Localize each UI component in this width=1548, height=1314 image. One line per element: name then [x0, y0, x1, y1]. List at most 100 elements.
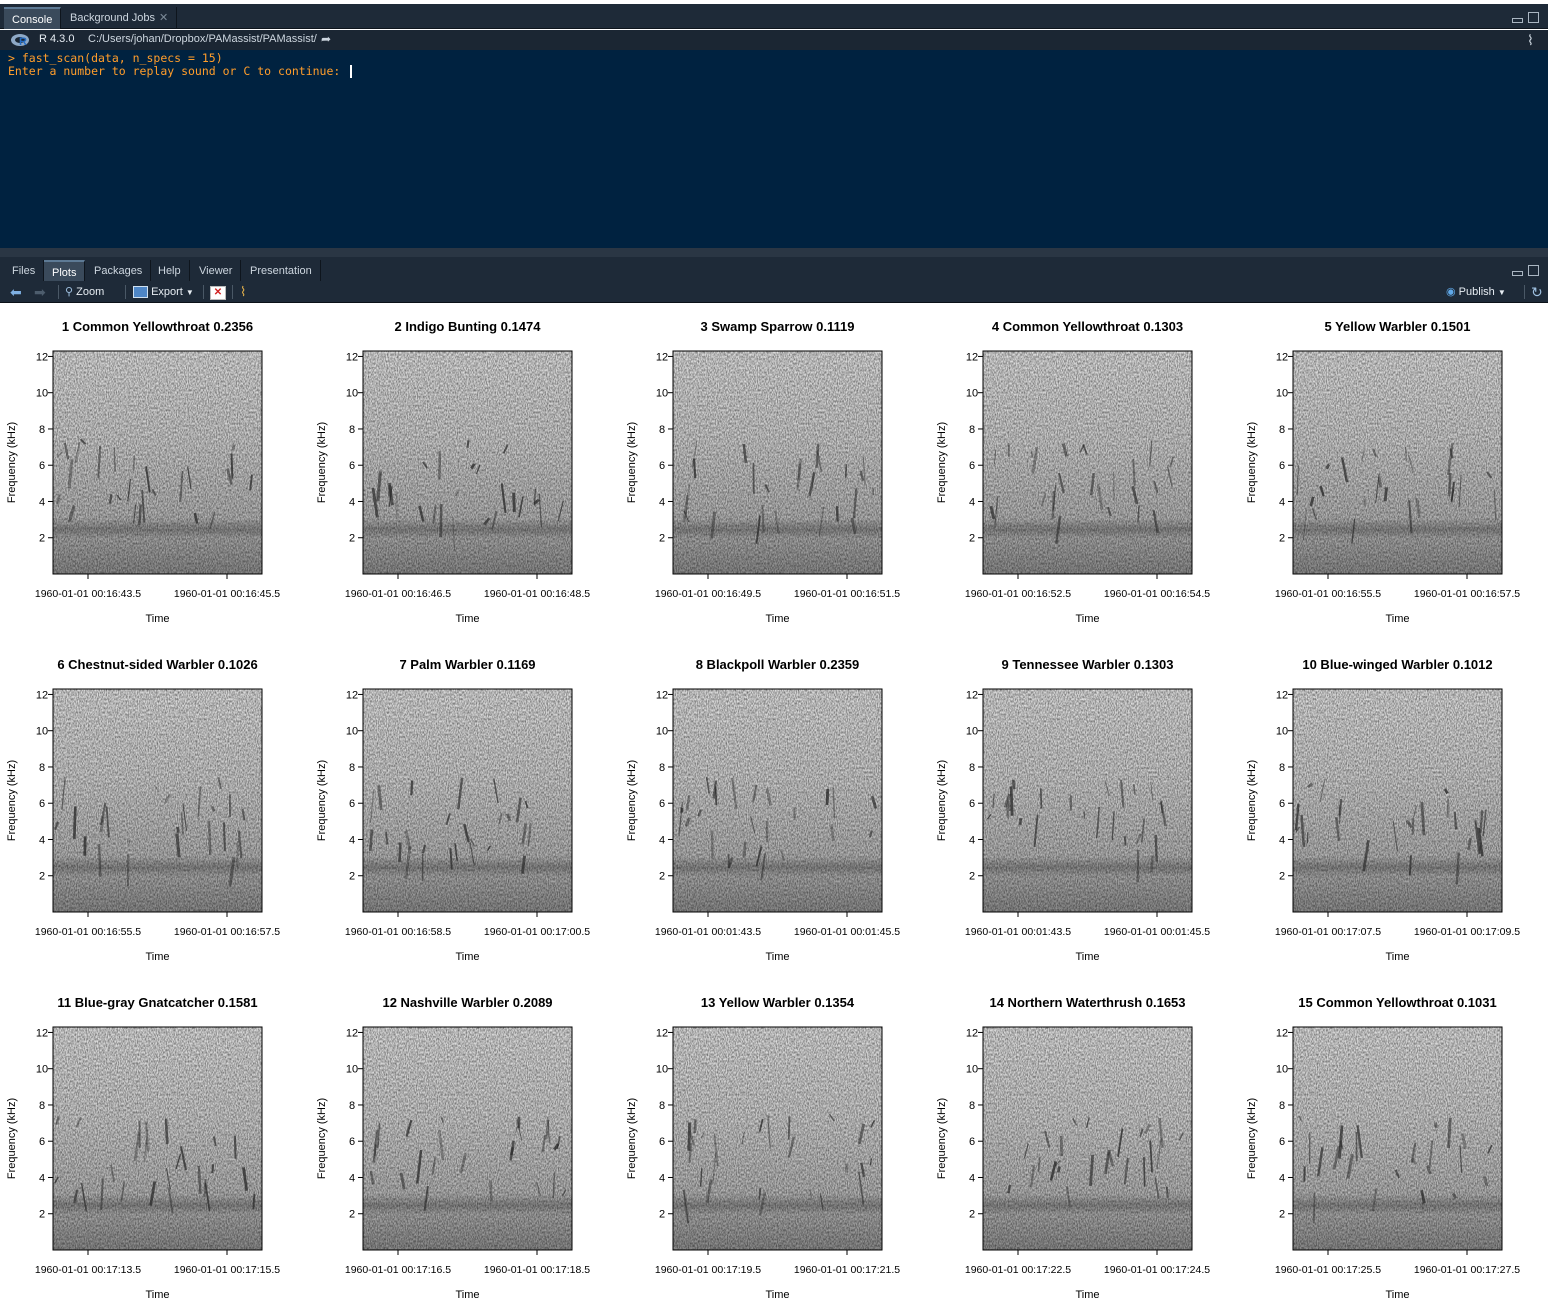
spectrogram-call-mark	[1023, 1143, 1029, 1159]
spectrogram-call-mark	[470, 463, 476, 470]
tab-files[interactable]: Files	[4, 260, 45, 282]
spectrogram-call-mark	[1317, 1147, 1324, 1177]
refresh-icon[interactable]: ↻	[1531, 284, 1543, 300]
r-logo-icon: R	[11, 34, 29, 47]
y-tick-label: 10	[346, 388, 358, 400]
spectrogram-call-mark	[758, 1118, 764, 1132]
maximize-pane-icon[interactable]	[1528, 12, 1539, 23]
spectrogram-call-mark	[518, 496, 524, 518]
spectrogram-call-mark	[377, 785, 383, 811]
spectrogram-call-mark	[818, 506, 825, 537]
spectrogram-call-mark	[767, 1114, 771, 1149]
spectrogram-call-mark	[514, 1126, 519, 1134]
tab-plots[interactable]: Plots	[44, 260, 86, 282]
spectrogram-call-mark	[1479, 810, 1484, 833]
spectrogram-call-mark	[524, 800, 529, 809]
close-tab-icon[interactable]: ✕	[159, 12, 169, 24]
plot-frame	[672, 1026, 883, 1251]
tab-presentation[interactable]: Presentation	[242, 260, 321, 282]
spectrogram-call-mark	[105, 806, 110, 838]
spectrogram-call-mark	[416, 1149, 423, 1184]
spectrogram-call-mark	[1451, 1192, 1457, 1199]
spectrogram-call-mark	[197, 1165, 202, 1194]
spectrogram-call-mark	[1135, 833, 1142, 845]
y-tick-label: 6	[659, 1136, 665, 1148]
minimize-pane-icon[interactable]	[1512, 271, 1523, 276]
zoom-button[interactable]: ⚲ Zoom	[65, 284, 104, 300]
tab-viewer[interactable]: Viewer	[191, 260, 242, 282]
clear-all-plots-broom-icon[interactable]: ⌇	[240, 284, 247, 299]
y-tick-label: 12	[36, 1027, 48, 1039]
spectrogram-call-mark	[1106, 506, 1112, 517]
tab-help-label: Help	[158, 265, 181, 277]
spectrogram-call-mark	[68, 505, 76, 522]
spectrogram-call-mark	[712, 1152, 717, 1184]
working-directory[interactable]: C:/Users/johan/Dropbox/PAMassist/PAMassi…	[88, 33, 317, 45]
x-tick-label: 1960-01-01 00:16:52.5	[965, 588, 1071, 600]
y-axis-label: Frequency (kHz)	[626, 1098, 638, 1179]
spectrogram-call-mark	[120, 1182, 126, 1203]
clear-console-broom-icon[interactable]: ⌇	[1527, 32, 1534, 48]
spectrogram-call-mark	[830, 824, 835, 842]
spectrogram-call-mark	[796, 458, 802, 490]
plot-frame	[52, 350, 263, 575]
spectrogram-call-mark	[1371, 1187, 1378, 1212]
spectrogram-call-mark	[54, 1176, 59, 1184]
panel-title: 8 Blackpoll Warbler 0.2359	[696, 657, 860, 672]
spectrogram-call-mark	[410, 780, 414, 796]
spectrogram-call-mark	[516, 1119, 523, 1141]
spectrogram-noise	[673, 1027, 882, 1250]
x-tick-label: 1960-01-01 00:16:51.5	[794, 588, 900, 600]
spectrogram-call-mark	[850, 517, 857, 535]
go-to-directory-icon[interactable]: ➦	[321, 32, 332, 46]
spectrogram-call-mark	[1307, 782, 1314, 789]
publish-button[interactable]: ◉ Publish ▼	[1446, 284, 1506, 300]
spectrogram-call-mark	[1408, 855, 1412, 876]
y-tick-label: 10	[36, 1064, 48, 1076]
spectrogram-call-mark	[1057, 472, 1065, 494]
next-plot-arrow-icon[interactable]: ➡	[34, 284, 46, 300]
spectrogram-call-mark	[535, 1181, 542, 1197]
spectrogram-call-mark	[758, 1188, 762, 1200]
y-tick-label: 8	[659, 1100, 665, 1112]
y-tick-label: 2	[349, 871, 355, 883]
x-axis-label: Time	[455, 1289, 479, 1301]
spectrogram-noise	[1293, 1027, 1502, 1250]
spectrogram-call-mark	[154, 784, 160, 793]
spectrogram-call-mark	[180, 812, 184, 836]
y-tick-label: 10	[966, 388, 978, 400]
console-output[interactable]: > fast_scan(data, n_specs = 15) Enter a …	[0, 50, 1548, 248]
pane-splitter[interactable]	[0, 248, 1548, 257]
panel-title: 3 Swamp Sparrow 0.1119	[701, 319, 855, 334]
spectrogram-call-mark	[993, 449, 997, 465]
zoom-label: Zoom	[76, 286, 105, 298]
spectrogram-call-mark	[557, 500, 564, 522]
spectrogram-call-mark	[54, 821, 60, 831]
spectrogram-call-mark	[1309, 496, 1315, 507]
spectrogram-call-mark	[1493, 489, 1497, 521]
spectrogram-call-mark	[241, 808, 246, 821]
export-button[interactable]: Export ▼	[133, 284, 194, 300]
maximize-pane-icon[interactable]	[1528, 265, 1539, 276]
y-tick-label: 8	[659, 424, 665, 436]
spectrogram-call-mark	[1160, 800, 1164, 814]
remove-plot-icon[interactable]: ✕	[210, 284, 226, 300]
minimize-pane-icon[interactable]	[1512, 18, 1523, 23]
spectrogram-call-mark	[1428, 1140, 1434, 1169]
tab-background-jobs[interactable]: Background Jobs ✕	[62, 7, 178, 29]
spectrogram-call-mark	[1298, 1115, 1303, 1123]
tab-packages[interactable]: Packages	[86, 260, 152, 282]
spectrogram-call-mark	[1394, 1169, 1401, 1179]
x-axis-label: Time	[765, 951, 789, 963]
tab-help[interactable]: Help	[150, 260, 190, 282]
spectrogram-call-mark	[376, 1122, 381, 1149]
spectrogram-call-mark	[1096, 484, 1104, 510]
y-tick-label: 6	[1279, 1136, 1285, 1148]
previous-plot-arrow-icon[interactable]: ⬅	[10, 284, 22, 300]
spectrogram-call-mark	[700, 1132, 705, 1139]
tab-console[interactable]: Console	[4, 7, 62, 29]
console-command-line: > fast_scan(data, n_specs = 15)	[8, 51, 223, 65]
spectrogram-call-mark	[1482, 810, 1487, 837]
spectrogram-call-mark	[483, 517, 491, 526]
spectrogram-call-mark	[210, 805, 216, 812]
